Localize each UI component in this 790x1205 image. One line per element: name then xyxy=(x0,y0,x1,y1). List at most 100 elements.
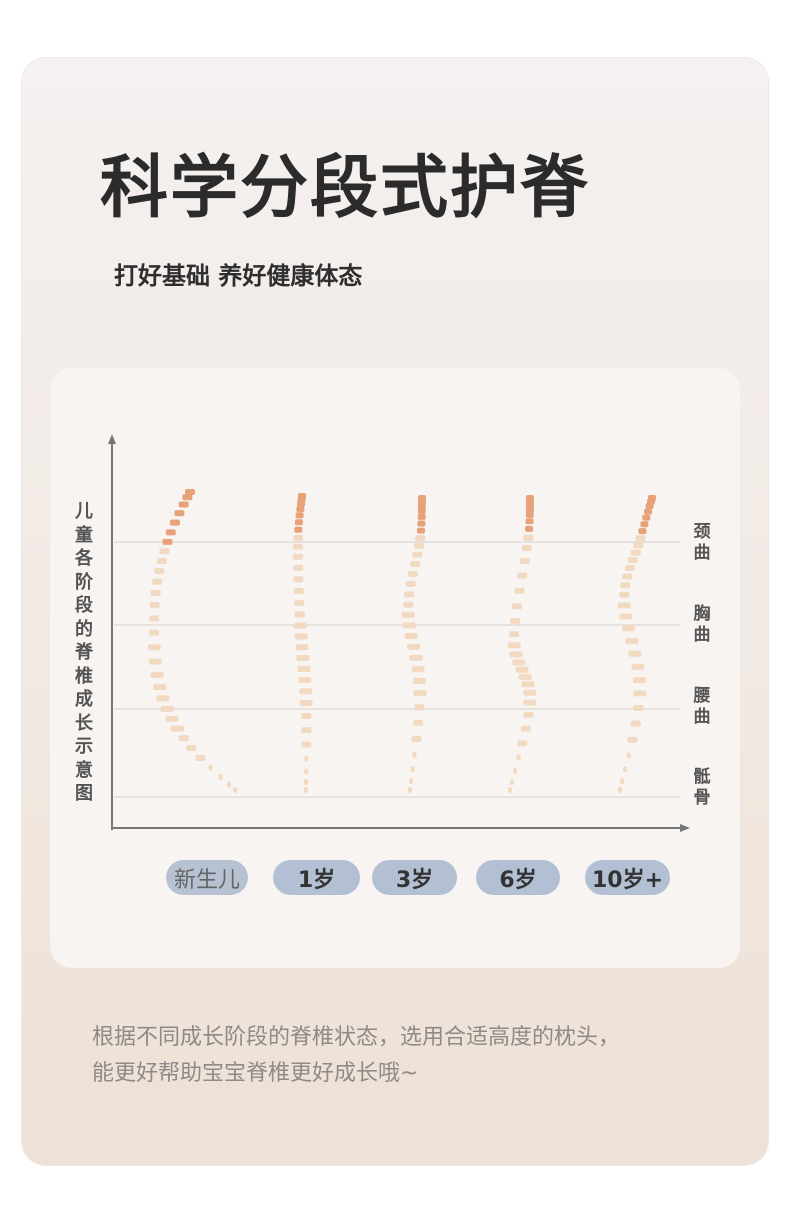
vertebra xyxy=(633,542,644,549)
description: 根据不同成长阶段的脊椎状态，选用合适高度的枕头， 能更好帮助宝宝脊椎更好成长哦~ xyxy=(92,1020,620,1092)
vertebra xyxy=(227,781,232,788)
vertebra xyxy=(642,514,651,521)
vertebra xyxy=(618,786,622,793)
vertebra xyxy=(625,637,639,644)
spine-2 xyxy=(401,495,427,793)
vertebra xyxy=(624,565,635,572)
vertebra xyxy=(414,704,425,711)
vertebra xyxy=(294,526,303,533)
vertebra xyxy=(627,557,638,564)
vertebra xyxy=(512,659,526,666)
vertebra xyxy=(633,677,647,684)
vertebra xyxy=(154,568,165,575)
vertebra xyxy=(405,581,416,588)
vertebra xyxy=(401,612,415,619)
vertebra xyxy=(408,786,412,793)
vertebra xyxy=(301,727,312,734)
vertebra xyxy=(182,494,193,501)
page-subtitle: 打好基础 养好健康体态 xyxy=(114,262,363,290)
vertebra xyxy=(153,684,167,691)
vertebra xyxy=(156,557,167,564)
vertebra xyxy=(413,719,424,726)
vertebra xyxy=(633,704,644,711)
vertebra xyxy=(165,529,176,536)
vertebra xyxy=(510,617,521,624)
vertebra xyxy=(520,725,531,732)
vertebra xyxy=(410,561,421,568)
vertebra xyxy=(149,601,160,608)
vertebra xyxy=(638,528,647,535)
vertebra xyxy=(407,570,418,577)
vertebra xyxy=(304,768,309,775)
vertebra xyxy=(409,654,423,661)
stage-newborn: 新生儿 xyxy=(166,860,248,895)
vertebra xyxy=(174,510,185,517)
vertebra xyxy=(525,501,534,508)
vertebra xyxy=(293,588,304,595)
vertebra xyxy=(152,578,163,585)
vertebra xyxy=(150,589,161,596)
y-axis-arrow xyxy=(108,434,116,444)
vertebra xyxy=(156,695,170,702)
vertebra xyxy=(523,711,534,718)
vertebra xyxy=(507,642,521,649)
vertebra xyxy=(630,720,641,727)
vertebra xyxy=(295,512,304,519)
label-cervical: 颈曲 xyxy=(693,522,711,563)
vertebra xyxy=(525,506,534,513)
vertebra xyxy=(404,591,415,598)
vertebra xyxy=(297,500,306,507)
vertebra xyxy=(635,535,646,542)
vertebra xyxy=(296,506,305,513)
vertebra xyxy=(232,787,237,793)
description-line: 根据不同成长阶段的脊椎状态，选用合适高度的枕头， xyxy=(92,1025,621,1050)
vertebra xyxy=(301,713,312,720)
vertebra xyxy=(411,736,422,743)
vertebra xyxy=(293,622,307,629)
vertebra xyxy=(519,557,530,564)
vertebra xyxy=(508,786,512,793)
vertebra xyxy=(619,613,633,620)
vertebra xyxy=(417,502,426,509)
vertebra xyxy=(617,602,631,609)
vertebra xyxy=(294,599,305,606)
vertebra xyxy=(645,503,654,510)
vertebra xyxy=(186,744,197,751)
vertebra xyxy=(523,689,537,696)
vertebra xyxy=(294,611,305,618)
vertebra xyxy=(149,615,160,622)
vertebra xyxy=(640,521,649,528)
vertebra xyxy=(417,507,426,514)
vertebra xyxy=(304,755,309,762)
vertebra xyxy=(160,705,174,712)
vertebra xyxy=(301,741,312,748)
vertebra xyxy=(171,725,185,732)
vertebra xyxy=(622,625,636,632)
vertebra xyxy=(509,631,520,638)
vertebra xyxy=(293,564,304,571)
vertebra xyxy=(292,553,303,560)
page-title: 科学分段式护脊 xyxy=(100,149,591,228)
vertebra xyxy=(296,655,310,662)
stage-6y: 6岁 xyxy=(476,860,560,895)
label-sacrum: 骶骨 xyxy=(693,767,711,808)
vertebra xyxy=(412,551,423,558)
vertebra xyxy=(517,740,528,747)
vertebra xyxy=(415,535,426,542)
vertebra xyxy=(299,699,313,706)
vertebra xyxy=(627,736,638,743)
vertebra xyxy=(147,644,161,651)
vertebra xyxy=(218,773,223,780)
vertebra xyxy=(165,715,179,722)
vertebra xyxy=(509,651,523,658)
vertebra xyxy=(292,543,303,550)
description-line: 能更好帮助宝宝脊椎更好成长哦~ xyxy=(92,1061,419,1086)
vertebra xyxy=(417,520,426,527)
vertebra xyxy=(633,690,647,697)
vertebra xyxy=(178,501,189,508)
vertebra xyxy=(630,549,641,556)
vertebra xyxy=(525,511,534,518)
vertebra xyxy=(402,622,416,629)
vertebra xyxy=(304,779,309,786)
